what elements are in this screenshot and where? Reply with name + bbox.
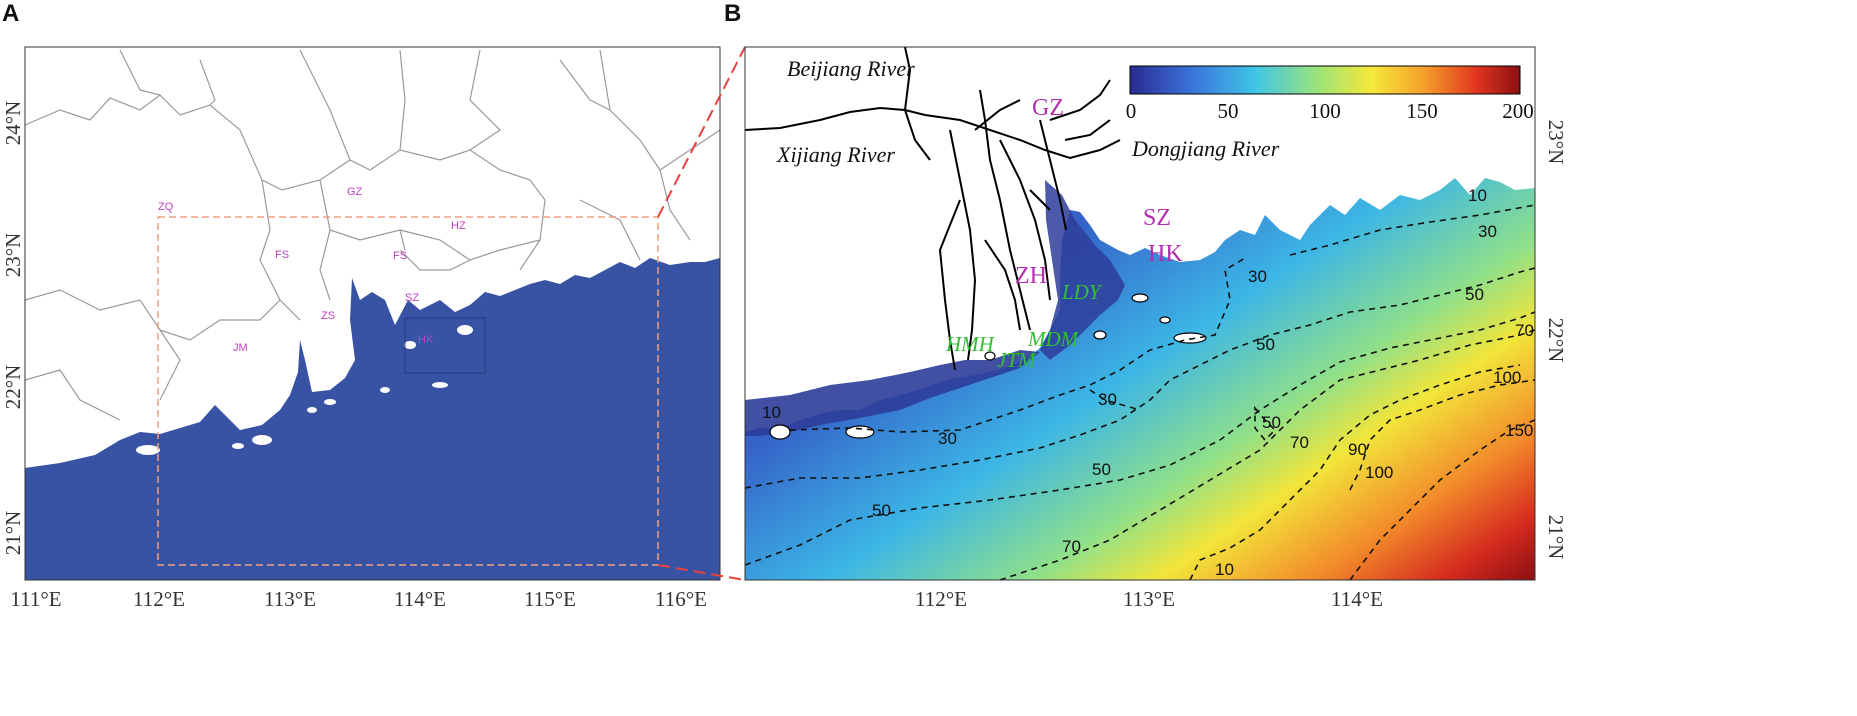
city-sz-label: SZ [1143, 205, 1171, 231]
panel-a-frame [24, 46, 721, 581]
colorbar-tick: 200 [1502, 99, 1534, 123]
shallow-estuary [1040, 180, 1125, 360]
contour-label: 50 [1092, 460, 1111, 479]
panel-b-lon-ticks: 112°E 113°E 114°E [915, 587, 1383, 611]
city-gz-label: GZ [347, 186, 363, 198]
lon-tick: 112°E [915, 587, 967, 611]
site-jtm-label: JTM [997, 348, 1037, 372]
zoom-connector-bottom [657, 564, 746, 581]
contour-label: 10 [1215, 560, 1234, 579]
contour-label: 30 [1248, 267, 1267, 286]
site-ldy-label: LDY [1061, 280, 1103, 304]
panel-b-map: 10 10 30 30 30 30 50 50 50 50 50 70 70 7… [745, 47, 1535, 580]
panel-b-label: B [724, 0, 742, 27]
lat-tick: 23°N [1, 233, 25, 278]
lon-tick: 116°E [655, 587, 707, 611]
lon-tick: 112°E [133, 587, 185, 611]
river-network [745, 47, 1121, 371]
city-zq-label: ZQ [158, 201, 174, 213]
city-sz-label: SZ [405, 292, 419, 304]
west-shallow [745, 350, 1040, 436]
contour-label: 100 [1493, 368, 1521, 387]
islands-a [136, 325, 473, 455]
city-zs-label: ZS [321, 310, 335, 322]
panel-b-frame [744, 46, 1536, 581]
colorbar-ticks: 0 50 100 150 200 [1126, 99, 1534, 123]
lon-tick: 111°E [10, 587, 61, 611]
lat-tick: 21°N [1, 511, 25, 556]
city-fs-label: FS [275, 249, 289, 261]
hk-outline [404, 317, 486, 374]
lon-tick: 113°E [264, 587, 316, 611]
lon-tick: 114°E [394, 587, 446, 611]
lat-tick: 22°N [1544, 318, 1568, 363]
river-beijiang-label: Beijiang River [787, 56, 915, 81]
city-zh-label: ZH [1015, 263, 1047, 289]
lat-tick: 21°N [1544, 515, 1568, 560]
contour-label: 10 [762, 403, 781, 422]
contour-label: 30 [1098, 390, 1117, 409]
colorbar-tick: 50 [1218, 99, 1239, 123]
contour-label: 70 [1062, 537, 1081, 556]
river-dongjiang-label: Dongjiang River [1131, 136, 1280, 161]
contour-label: 30 [938, 429, 957, 448]
lon-tick: 115°E [524, 587, 576, 611]
panel-b-lat-ticks: 23°N 22°N 21°N [1544, 120, 1568, 560]
contour-label: 70 [1515, 321, 1534, 340]
city-hk-label: HK [1148, 241, 1183, 267]
contour-label: 150 [1505, 421, 1533, 440]
panel-a-lon-ticks: 111°E 112°E 113°E 114°E 115°E 116°E [10, 587, 707, 611]
colorbar-tick: 0 [1126, 99, 1137, 123]
city-hz-label: HZ [451, 220, 466, 232]
city-hk-label: HK [418, 334, 434, 346]
contour-label: 100 [1365, 463, 1393, 482]
contour-label: 30 [1478, 222, 1497, 241]
river-xijiang-label: Xijiang River [776, 142, 895, 167]
colorbar-tick: 100 [1309, 99, 1341, 123]
lat-tick: 22°N [1, 365, 25, 410]
contour-label: 50 [872, 501, 891, 520]
contour-labels: 10 10 30 30 30 30 50 50 50 50 50 70 70 7… [762, 186, 1534, 579]
lon-tick: 114°E [1331, 587, 1383, 611]
contour-label: 50 [1256, 335, 1275, 354]
depth-contours [745, 204, 1535, 580]
site-mdm-label: MDM [1027, 327, 1080, 351]
panel-a-lat-ticks: 24°N 23°N 22°N 21°N [1, 101, 25, 556]
contour-label: 10 [1468, 186, 1487, 205]
land-area-b [745, 47, 1535, 432]
city-fs2-label: FS [393, 250, 407, 262]
contour-label: 50 [1465, 285, 1484, 304]
lon-tick: 113°E [1123, 587, 1175, 611]
zoom-connector-top [657, 46, 746, 218]
city-jm-label: JM [233, 342, 248, 354]
contour-label: 90 [1348, 440, 1367, 459]
panel-a-label: A [2, 0, 20, 27]
site-hmh-label: HMH [945, 332, 996, 356]
panel-a-map: ZQ GZ HZ FS FS SZ ZS JM HK [25, 47, 720, 580]
sea-area [25, 258, 720, 580]
lat-tick: 24°N [1, 101, 25, 146]
colorbar-tick: 150 [1406, 99, 1438, 123]
admin-boundaries [25, 49, 720, 421]
contour-label: 50 [1262, 413, 1281, 432]
lat-tick: 23°N [1544, 120, 1568, 165]
study-area-box [157, 216, 659, 566]
depth-colorbar [1129, 65, 1521, 95]
city-gz-label: GZ [1032, 95, 1064, 121]
contour-label: 70 [1290, 433, 1309, 452]
